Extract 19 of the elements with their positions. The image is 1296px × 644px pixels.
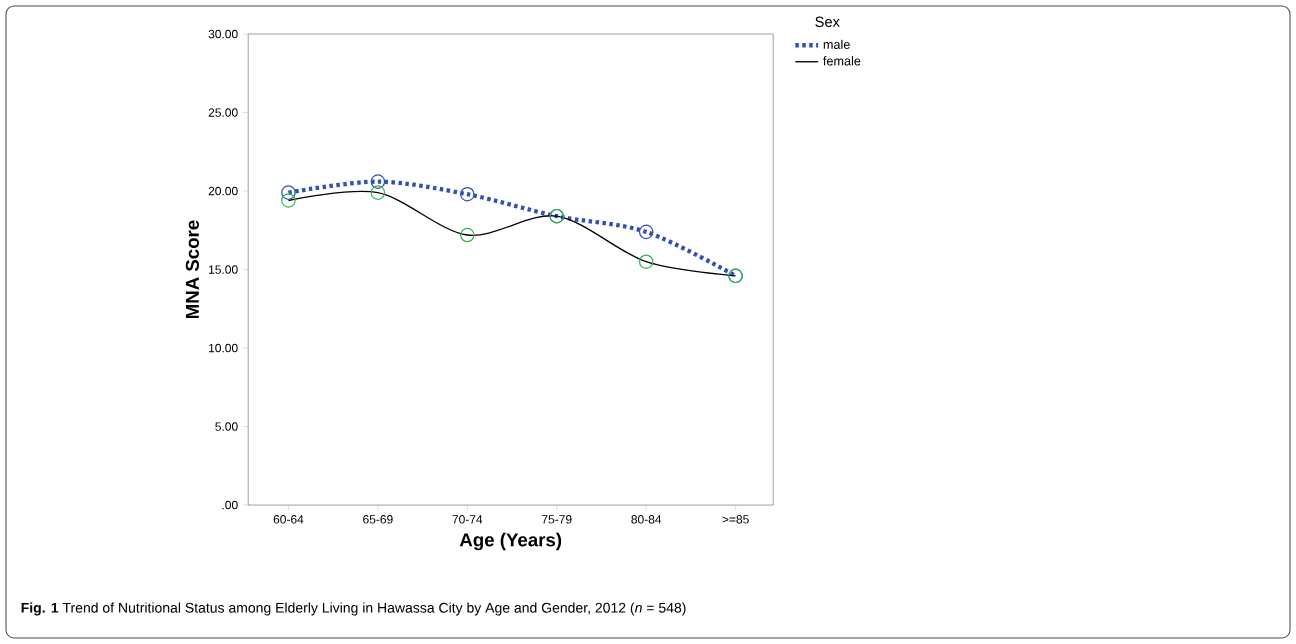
legend-label: male bbox=[823, 39, 850, 49]
x-tick-label: 65-69 bbox=[363, 515, 393, 524]
x-axis-title: Age (Years) bbox=[459, 532, 562, 551]
y-tick-label: 30.00 bbox=[208, 29, 238, 39]
y-tick-label: 10.00 bbox=[209, 343, 238, 353]
x-tick-label: 80-84 bbox=[631, 515, 662, 524]
legend-label: female bbox=[823, 56, 861, 66]
y-tick-label: .00 bbox=[222, 500, 238, 510]
y-tick-label: 25.00 bbox=[208, 108, 238, 117]
text: Fig. 1 Trend of Nutritional Status among Elderly Living in Hawassa City by Age and Gender, 2012 (n = 548) bbox=[21, 602, 686, 616]
x-tick-label: 75-79 bbox=[542, 515, 572, 524]
x-tick-label: 70-74 bbox=[452, 515, 483, 524]
x-tick-label: 60-64 bbox=[273, 515, 304, 524]
y-tick-label: 20.00 bbox=[208, 186, 238, 196]
y-tick-label: 5.00 bbox=[215, 422, 238, 431]
y-axis-title: MNA Score bbox=[185, 220, 199, 319]
legend-title: Sex bbox=[815, 16, 840, 27]
y-tick-label: 15.00 bbox=[209, 265, 238, 274]
x-tick-label: >=85 bbox=[722, 515, 749, 524]
